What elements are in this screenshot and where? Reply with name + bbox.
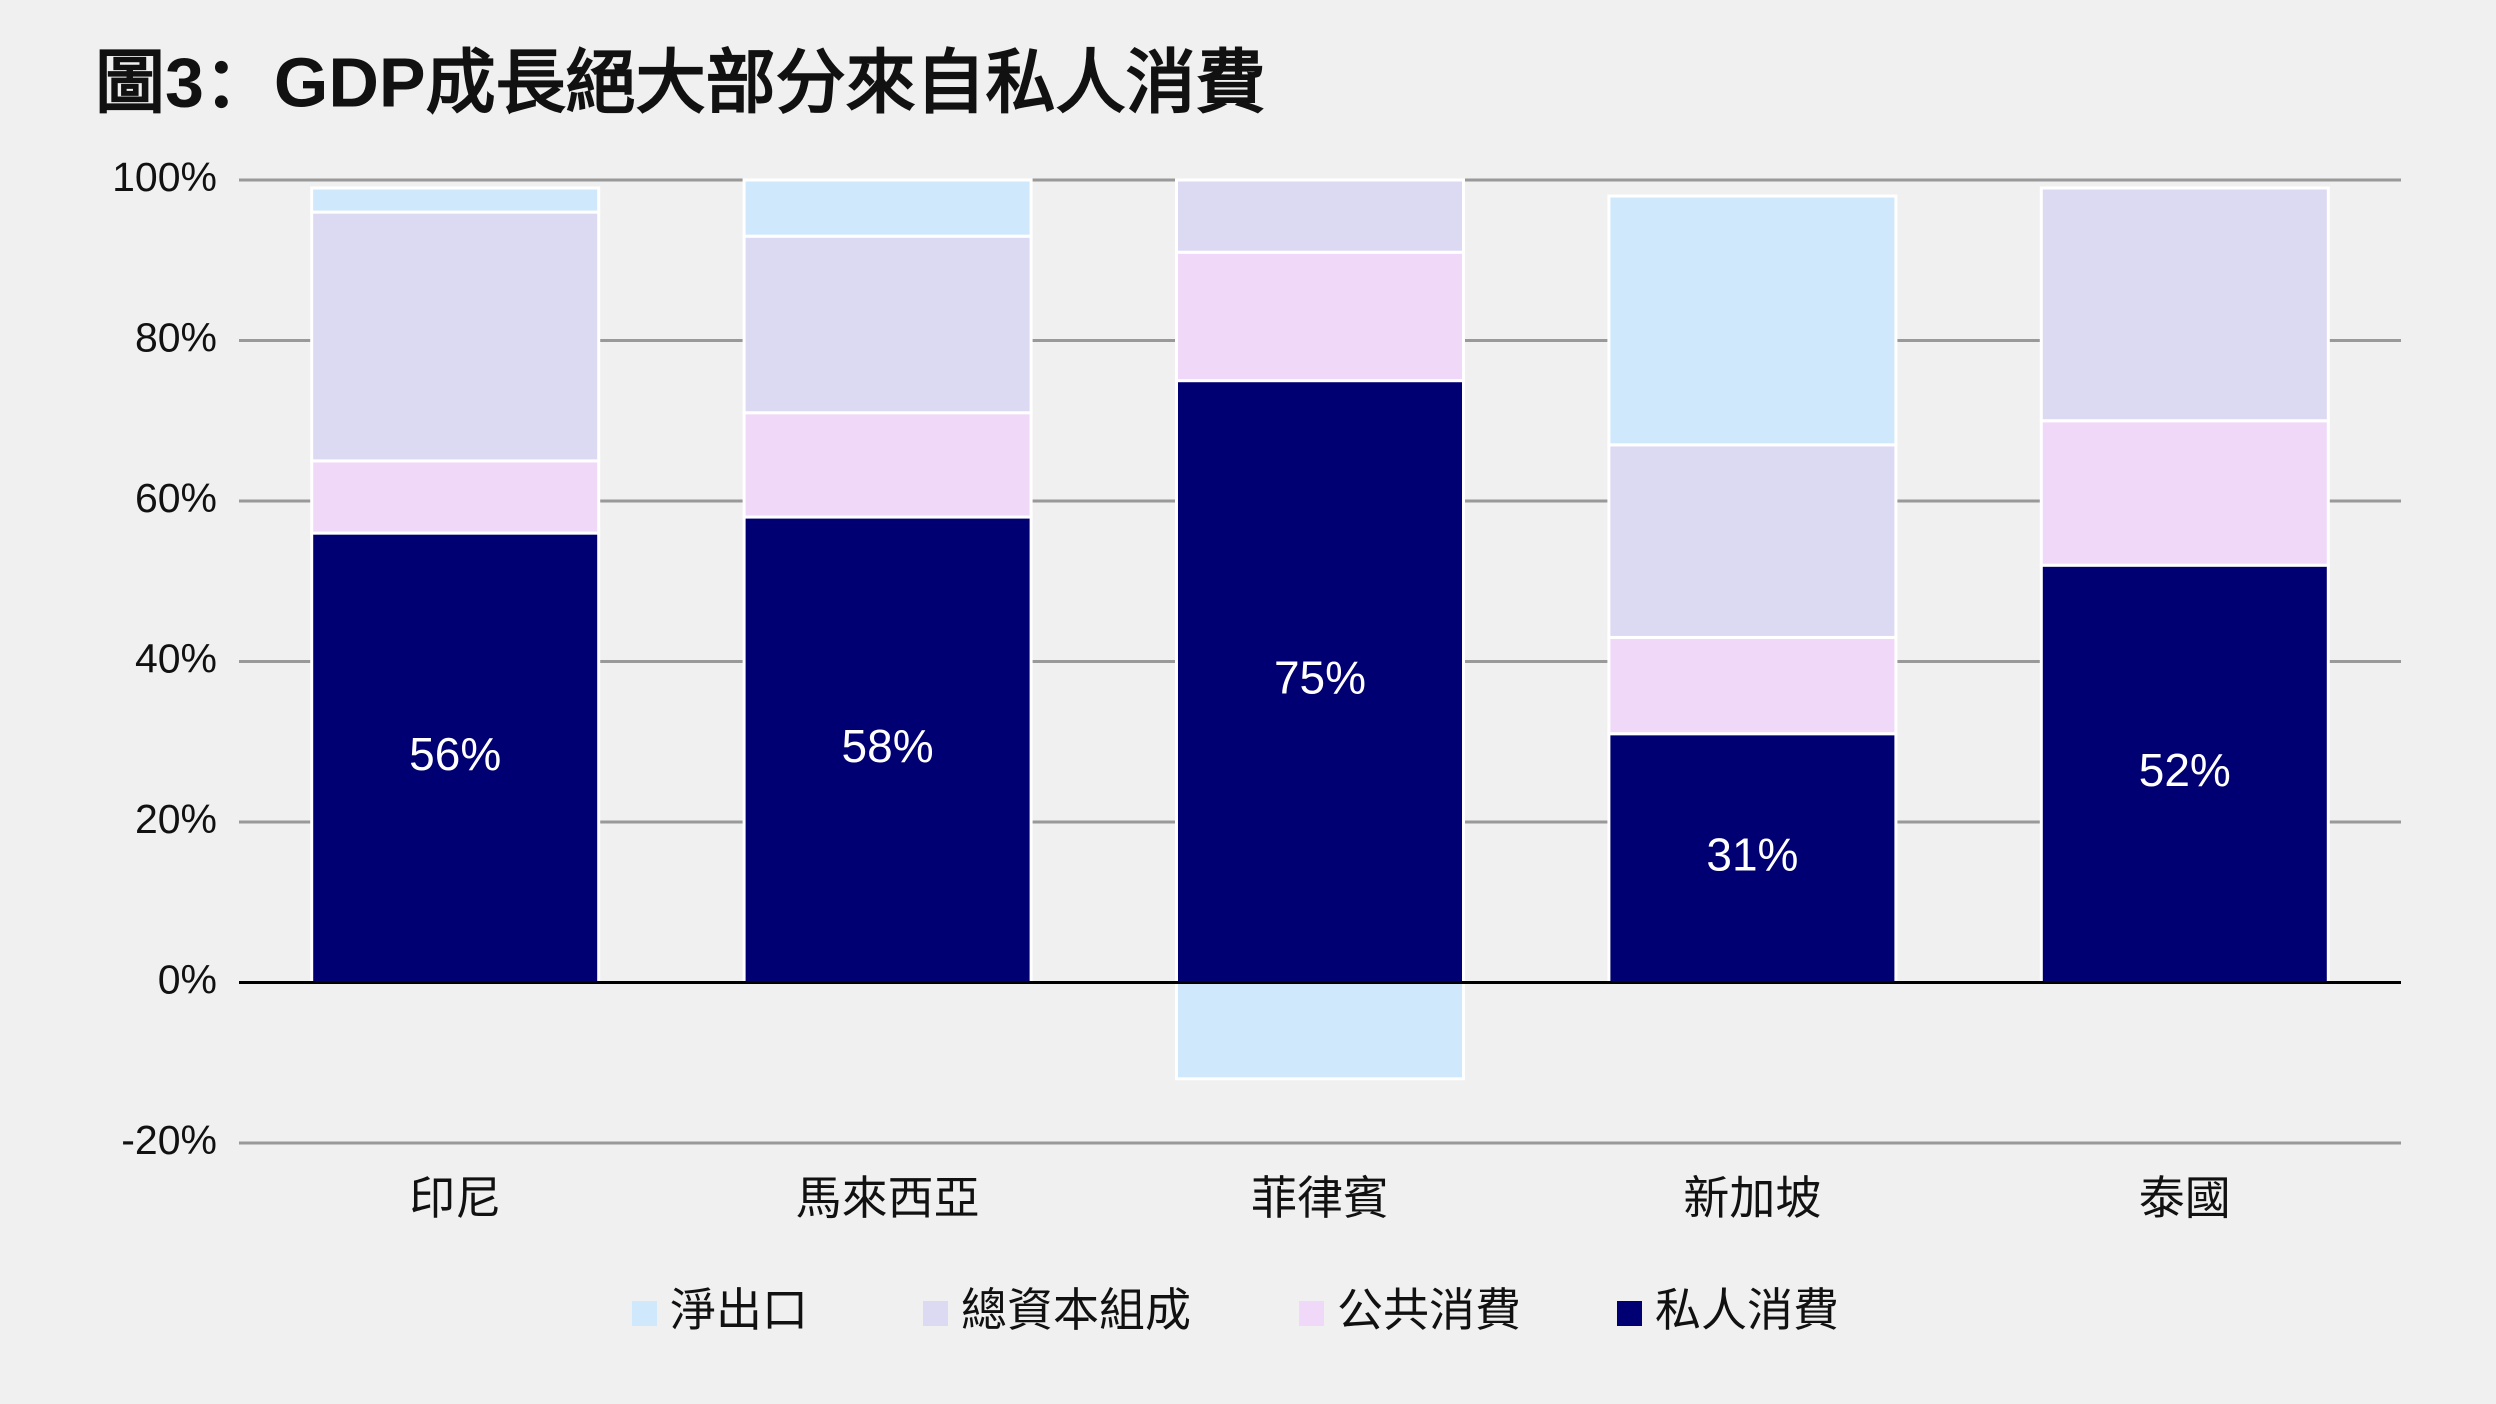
bar-segment [742,411,1033,519]
legend-label: 淨出口 [670,1284,808,1336]
legend-label: 私人消費 [1655,1284,1839,1336]
data-label: 58% [842,720,934,772]
y-tick-label: 100% [112,154,217,200]
x-tick-label: 印尼 [409,1172,501,1224]
legend-swatch [1299,1301,1324,1326]
bar-segment [1607,194,1898,447]
y-tick-label: 80% [135,314,217,360]
data-label: 31% [1706,828,1798,880]
y-tick-label: 60% [135,475,217,521]
y-tick-label: 40% [135,635,217,681]
bar-segment [1175,250,1465,383]
bar-segment [1607,732,1898,984]
bar-segment [742,178,1033,238]
bar-segment [2039,563,2330,984]
legend-swatch [923,1301,948,1326]
bar-segment [1607,635,1898,736]
bar-segment [310,210,601,463]
x-tick-label: 新加坡 [1683,1172,1821,1224]
legend-swatch [632,1301,657,1326]
bar-segment [2039,419,2330,567]
x-tick-label: 泰國 [2139,1172,2231,1224]
data-label: 75% [1274,652,1366,704]
x-tick-label: 馬來西亞 [796,1172,980,1224]
bar-segment [310,186,601,214]
bar-segment [1607,443,1898,639]
legend-label: 公共消費 [1337,1284,1521,1336]
y-tick-label: 20% [135,796,217,842]
bar-segment [1175,981,1465,1081]
bar-segment [1175,178,1465,254]
y-tick-label: 0% [158,956,217,1002]
y-tick-label: -20% [121,1117,217,1163]
bar-segment [2039,186,2330,423]
data-label: 52% [2139,744,2231,796]
chart-title: 圖3：GDP成長絕大部分來自私人消費 [95,43,1266,121]
bar-segment [742,234,1033,415]
bar-segment [310,459,601,535]
x-tick-label: 菲律賓 [1251,1172,1389,1224]
data-label: 56% [409,728,501,780]
legend-swatch [1617,1301,1642,1326]
bar-segment [742,515,1033,984]
legend-label: 總資本組成 [961,1284,1191,1336]
